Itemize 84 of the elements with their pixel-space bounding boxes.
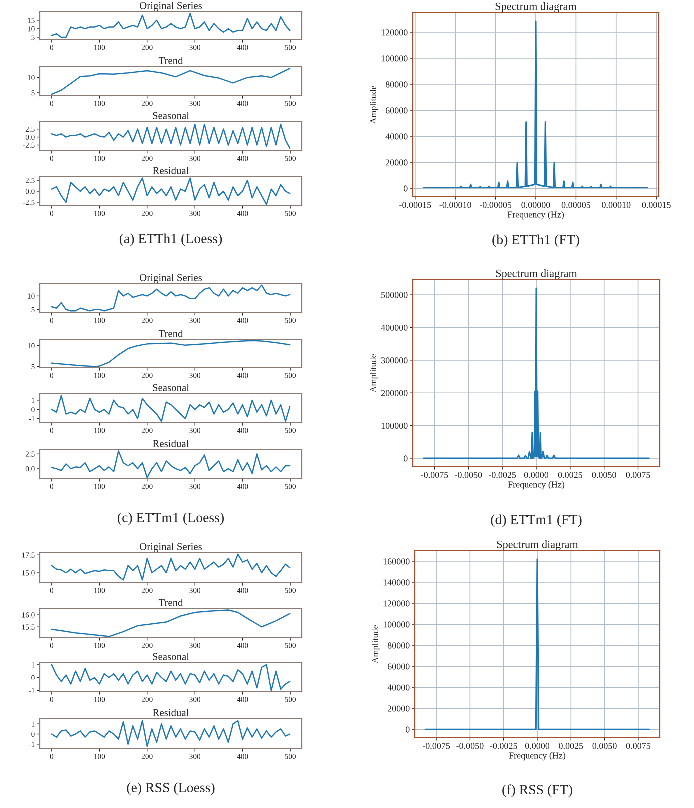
text: (b) ETTh1 (FT) — [492, 234, 580, 248]
x-tick-label: 0.0000 — [524, 472, 549, 478]
chart-title: Residual — [153, 440, 190, 448]
chart-title: Original Series — [140, 274, 202, 284]
chart-title: Spectrum diagram — [497, 540, 578, 551]
y-tick-label: 60000 — [388, 664, 410, 670]
y-axis-title: Amplitude — [370, 354, 378, 393]
x-tick-label: 0.0000 — [525, 743, 550, 750]
y-tick-label: 0 — [404, 456, 408, 462]
y-tick-label: 100000 — [382, 422, 408, 430]
y-tick-label: 40000 — [386, 134, 408, 140]
y-tick-label: 0 — [404, 186, 408, 192]
x-tick-label: 0.00010 — [602, 202, 631, 208]
chart-title: Original Series — [140, 542, 202, 552]
chart-title: Trend — [158, 598, 184, 606]
y-tick-label: 20000 — [388, 706, 410, 712]
chart-title: Original Series — [140, 2, 202, 12]
y-tick-label: 140000 — [384, 580, 410, 586]
y-axis-title: Amplitude — [372, 626, 380, 664]
line-series — [51, 664, 291, 692]
y-tick-label: 160000 — [384, 558, 410, 565]
line-series — [423, 288, 650, 460]
y-tick-label: 400000 — [381, 324, 408, 331]
text: (e) RSS (Loess) — [127, 782, 215, 796]
line-series — [51, 68, 291, 96]
text: (c) ETTm1 (Loess) — [118, 512, 224, 526]
chart-title: Seasonal — [153, 384, 190, 392]
y-tick-label: 80000 — [386, 82, 408, 88]
line-series — [51, 13, 291, 38]
chart-title: Spectrum diagram — [496, 2, 577, 13]
x-tick-label: -0.0025 — [490, 743, 518, 750]
x-tick-label: -0.0075 — [422, 743, 450, 750]
line-series — [423, 20, 649, 189]
x-tick-label: -0.0050 — [456, 743, 484, 750]
y-tick-label: 500000 — [382, 292, 408, 298]
x-tick-label: -0.00010 — [440, 202, 472, 208]
x-tick-label: 0.00005 — [562, 202, 591, 208]
line-series — [51, 284, 291, 312]
x-tick-label: 0.0025 — [559, 743, 584, 750]
chart-title: Residual — [153, 708, 190, 716]
x-tick-label: -0.0075 — [421, 472, 448, 478]
chart-title: Seasonal — [153, 112, 190, 120]
x-tick-label: 0.00015 — [642, 202, 671, 208]
text: (f) RSS (FT) — [502, 784, 572, 798]
y-tick-label: 200000 — [381, 390, 408, 396]
chart-title: Trend — [158, 330, 184, 338]
x-tick-label: -0.00015 — [400, 202, 432, 208]
x-axis-title: Frequency (Hz) — [508, 211, 564, 220]
y-tick-label: 300000 — [381, 358, 408, 364]
line-series — [51, 610, 291, 638]
line-series — [51, 554, 291, 581]
chart-title: Residual — [153, 166, 190, 174]
x-tick-label: -0.0050 — [455, 472, 482, 478]
x-tick-label: -0.00005 — [480, 202, 512, 208]
line-series — [51, 178, 291, 206]
chart-title: Spectrum diagram — [496, 270, 578, 280]
y-tick-label: 80000 — [388, 642, 410, 649]
line-series — [51, 450, 291, 478]
x-axis-title: Frequency (Hz) — [508, 481, 565, 490]
x-tick-label: 0.0075 — [626, 743, 651, 750]
y-tick-label: 40000 — [388, 684, 410, 691]
line-series — [51, 720, 291, 748]
y-tick-label: 120000 — [382, 30, 408, 36]
text: (a) ETTh1 (Loess) — [120, 234, 222, 246]
line-series — [51, 395, 291, 422]
y-axis-title: Amplitude — [370, 86, 378, 124]
x-tick-label: 0.0025 — [558, 472, 582, 478]
y-tick-label: 100000 — [384, 622, 410, 628]
x-axis-title: Frequency (Hz) — [509, 752, 566, 761]
y-tick-label: 20000 — [386, 160, 408, 166]
x-tick-label: 0.0075 — [626, 472, 650, 478]
y-tick-label: 120000 — [384, 600, 410, 607]
x-tick-label: 0.0050 — [592, 743, 617, 750]
chart-title: Trend — [158, 56, 184, 64]
x-tick-label: 0.0050 — [592, 472, 616, 478]
y-tick-label: 60000 — [386, 108, 408, 114]
y-tick-label: 0 — [406, 726, 410, 733]
line-series — [51, 340, 291, 368]
text: (d) ETTm1 (FT) — [491, 514, 582, 528]
chart-title: Seasonal — [153, 652, 190, 660]
y-tick-label: 100000 — [382, 56, 408, 62]
line-series — [51, 124, 291, 150]
x-tick-label: 0.00000 — [522, 202, 550, 208]
x-tick-label: -0.0025 — [488, 472, 516, 478]
